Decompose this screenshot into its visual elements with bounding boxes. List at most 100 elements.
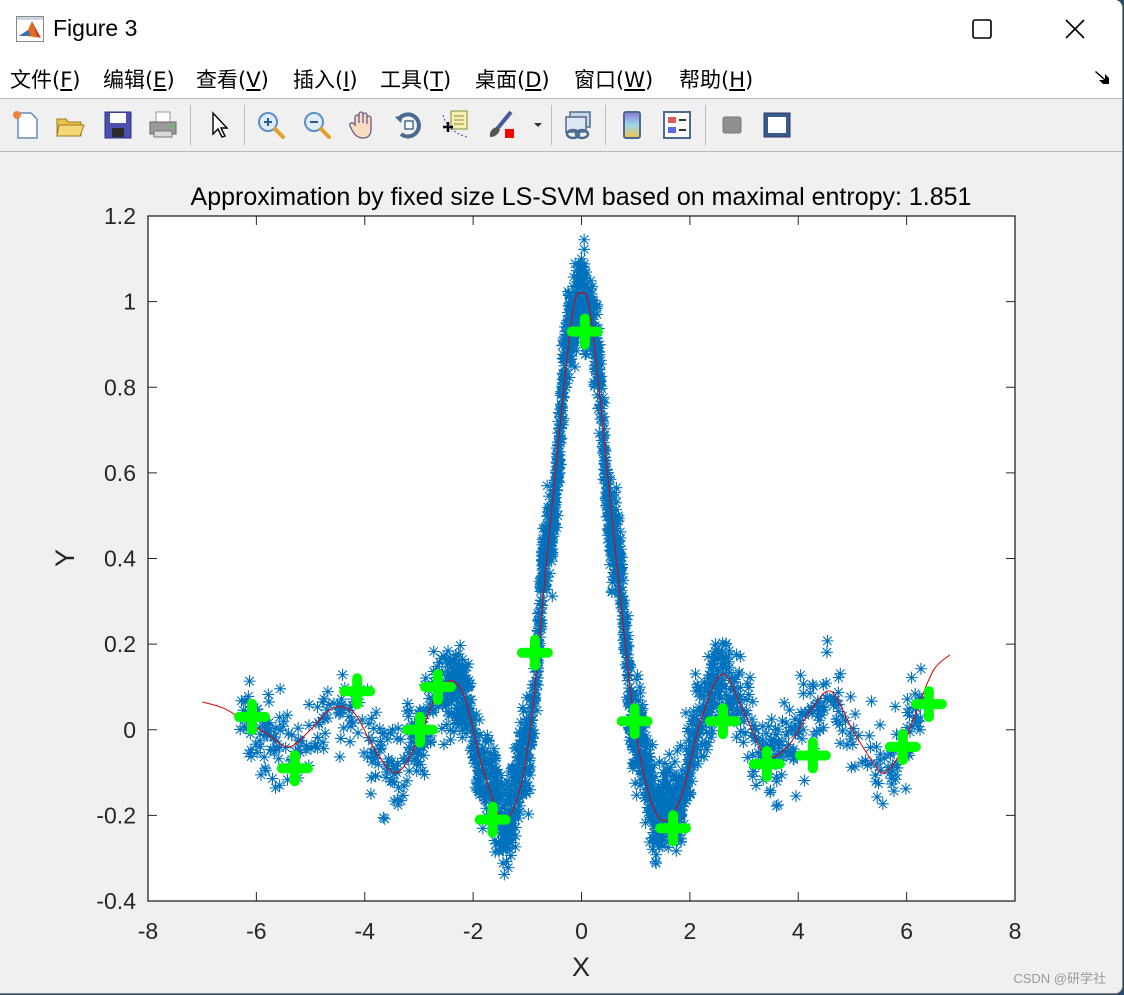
x-tick-label: 0: [575, 918, 588, 944]
support-vector-marker: [234, 698, 271, 735]
title-bar[interactable]: Figure 3: [0, 0, 1122, 58]
new-file-icon: [13, 111, 38, 139]
chart-title: Approximation by fixed size LS-SVM based…: [191, 183, 972, 211]
zoom-out-button[interactable]: [299, 107, 335, 143]
y-tick-label: 1: [123, 289, 136, 315]
y-tick-label: 0.8: [104, 374, 136, 400]
link-plot-button[interactable]: [560, 107, 596, 143]
x-axis-label: X: [572, 952, 590, 982]
x-tick-label: -6: [246, 918, 266, 944]
minimize-button[interactable]: [912, 0, 982, 58]
minimize-icon: [939, 28, 955, 30]
toolbar-separator: [605, 105, 606, 145]
support-vector-marker: [339, 673, 376, 710]
data-cursor-icon: [442, 110, 468, 138]
support-vector-marker: [276, 750, 313, 787]
menu-edit[interactable]: 编辑(E): [103, 68, 175, 92]
menu-desktop[interactable]: 桌面(D): [475, 68, 550, 92]
axis-ticks: -8 -6 -4 -2 0 2 4 6 8 -0.4 -0.2 0 0.2 0.4 0.6 0.8 1 1.2: [96, 203, 1021, 944]
brush-icon: [489, 110, 514, 138]
y-tick-label: 0.2: [104, 631, 136, 657]
y-tick-label: 1.2: [104, 203, 136, 229]
link-plot-icon: [565, 111, 591, 140]
brush-dropdown-button[interactable]: [528, 107, 548, 143]
hide-plot-tools-button[interactable]: [714, 107, 750, 143]
x-tick-label: 8: [1009, 918, 1022, 944]
brush-button[interactable]: [483, 107, 519, 143]
print-button[interactable]: [145, 107, 181, 143]
support-vector-marker: [402, 711, 439, 748]
insert-legend-button[interactable]: [659, 107, 695, 143]
dock-figure-icon[interactable]: [1094, 68, 1112, 86]
toolbar-separator: [244, 105, 245, 145]
pointer-arrow-icon: [212, 111, 229, 138]
figure-toolbar: [0, 99, 1122, 152]
support-vector-marker: [794, 737, 831, 774]
rotate-3d-icon: [395, 112, 421, 139]
x-tick-label: -4: [355, 918, 376, 944]
support-vector-marker: [474, 801, 511, 838]
menu-insert[interactable]: 插入(I): [293, 68, 358, 92]
support-vector-marker: [655, 810, 692, 847]
edit-plot-button[interactable]: [201, 107, 237, 143]
maximize-button[interactable]: [947, 0, 1017, 58]
support-vector-marker: [910, 686, 947, 723]
hand-pan-icon: [349, 111, 372, 139]
watermark: CSDN @研学社: [1013, 971, 1106, 986]
colorbar-icon: [623, 111, 641, 139]
x-tick-label: 4: [792, 918, 805, 944]
support-vector-marker: [419, 668, 456, 705]
printer-icon: [149, 111, 177, 138]
plot-axes[interactable]: -8 -6 -4 -2 0 2 4 6 8 -0.4 -0.2 0 0.2 0.4 0.6 0.8 1 1.2 A…: [0, 152, 1122, 993]
ls-svm-approximation-line: [202, 292, 951, 822]
menu-window[interactable]: 窗口(W): [574, 68, 654, 92]
menu-file[interactable]: 文件(F): [10, 68, 81, 92]
menu-tools[interactable]: 工具(T): [380, 68, 452, 92]
x-tick-label: -2: [463, 918, 483, 944]
pan-button[interactable]: [345, 107, 381, 143]
new-figure-button[interactable]: [8, 107, 44, 143]
x-tick-label: -8: [138, 918, 158, 944]
toolbar-separator: [705, 105, 706, 145]
menu-bar: 文件(F) 编辑(E) 查看(V) 插入(I) 工具(T) 桌面(D) 窗口(W…: [0, 58, 1122, 99]
figure-canvas: -8 -6 -4 -2 0 2 4 6 8 -0.4 -0.2 0 0.2 0.4 0.6 0.8 1 1.2 A…: [0, 152, 1122, 993]
x-tick-label: 6: [900, 918, 913, 944]
noisy-data-points: [234, 233, 929, 881]
matlab-logo-icon: [16, 16, 44, 42]
zoom-in-icon: [258, 112, 285, 139]
toolbar-separator: [551, 105, 552, 145]
y-tick-label: 0.6: [104, 460, 136, 486]
y-tick-label: -0.2: [96, 802, 136, 828]
support-vector-marker: [566, 313, 603, 350]
menu-view[interactable]: 查看(V): [196, 68, 269, 92]
maximize-icon: [972, 19, 992, 39]
support-vector-marker: [516, 634, 553, 671]
hide-plot-tools-icon: [722, 116, 742, 134]
y-tick-label: 0.4: [104, 546, 136, 572]
open-file-button[interactable]: [52, 107, 88, 143]
show-plot-tools-button[interactable]: [759, 107, 795, 143]
legend-icon: [663, 111, 691, 139]
save-button[interactable]: [100, 107, 136, 143]
zoom-in-button[interactable]: [253, 107, 289, 143]
insert-colorbar-button[interactable]: [614, 107, 650, 143]
close-button[interactable]: [1040, 0, 1110, 58]
support-vector-marker: [704, 703, 741, 740]
data-cursor-button[interactable]: [437, 107, 473, 143]
toolbar-separator: [190, 105, 191, 145]
rotate-3d-button[interactable]: [391, 107, 427, 143]
close-icon: [1065, 19, 1085, 39]
show-plot-tools-icon: [763, 112, 791, 138]
y-tick-label: 0: [123, 717, 136, 743]
floppy-disk-icon: [104, 111, 132, 139]
support-vector-marker: [616, 703, 653, 740]
support-vector-marker: [884, 728, 921, 765]
y-tick-label: -0.4: [96, 888, 136, 914]
x-tick-label: 2: [683, 918, 696, 944]
support-vector-marker: [748, 746, 785, 782]
y-axis-label: Y: [50, 549, 80, 567]
menu-help[interactable]: 帮助(H): [679, 68, 754, 92]
folder-open-icon: [56, 118, 85, 137]
support-vector-markers: [234, 313, 947, 847]
